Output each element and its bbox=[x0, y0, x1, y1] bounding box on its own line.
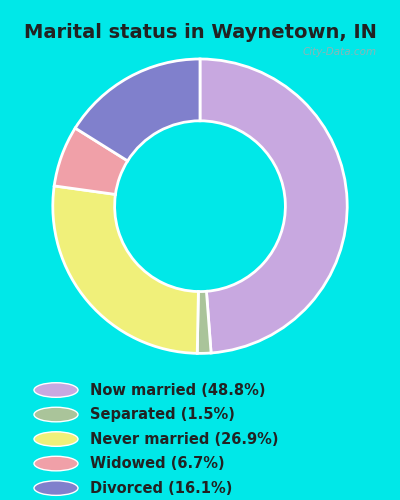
Wedge shape bbox=[75, 59, 200, 161]
Circle shape bbox=[34, 481, 78, 496]
Text: Now married (48.8%): Now married (48.8%) bbox=[90, 382, 266, 398]
Circle shape bbox=[34, 407, 78, 422]
Circle shape bbox=[34, 456, 78, 471]
Text: Separated (1.5%): Separated (1.5%) bbox=[90, 407, 235, 422]
Text: Never married (26.9%): Never married (26.9%) bbox=[90, 432, 278, 446]
Circle shape bbox=[34, 432, 78, 446]
Wedge shape bbox=[200, 59, 347, 353]
Wedge shape bbox=[54, 128, 128, 194]
Text: Marital status in Waynetown, IN: Marital status in Waynetown, IN bbox=[24, 23, 376, 42]
Text: City-Data.com: City-Data.com bbox=[302, 47, 377, 57]
Wedge shape bbox=[53, 186, 198, 354]
Text: Widowed (6.7%): Widowed (6.7%) bbox=[90, 456, 225, 471]
Wedge shape bbox=[197, 292, 211, 354]
Circle shape bbox=[34, 382, 78, 398]
Text: Divorced (16.1%): Divorced (16.1%) bbox=[90, 480, 232, 496]
